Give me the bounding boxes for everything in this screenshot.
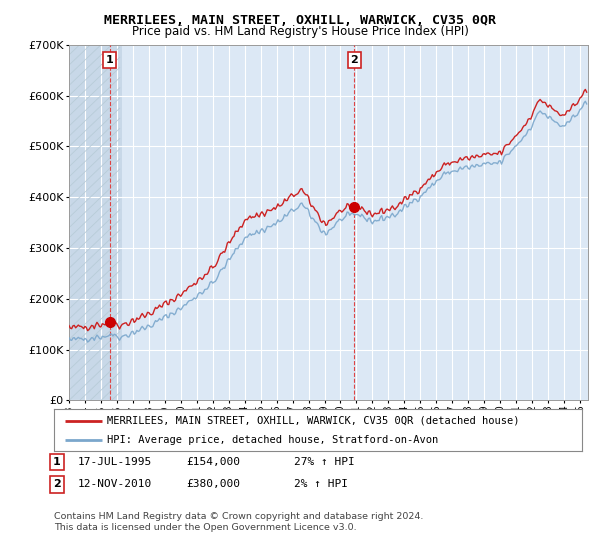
Text: £154,000: £154,000 — [186, 457, 240, 467]
Text: 1: 1 — [53, 457, 61, 467]
Text: MERRILEES, MAIN STREET, OXHILL, WARWICK, CV35 0QR: MERRILEES, MAIN STREET, OXHILL, WARWICK,… — [104, 14, 496, 27]
Text: £380,000: £380,000 — [186, 479, 240, 489]
Text: 2: 2 — [53, 479, 61, 489]
Text: 12-NOV-2010: 12-NOV-2010 — [78, 479, 152, 489]
Text: HPI: Average price, detached house, Stratford-on-Avon: HPI: Average price, detached house, Stra… — [107, 435, 438, 445]
Text: 17-JUL-1995: 17-JUL-1995 — [78, 457, 152, 467]
Text: 27% ↑ HPI: 27% ↑ HPI — [294, 457, 355, 467]
Text: 1: 1 — [106, 55, 113, 65]
Text: 2% ↑ HPI: 2% ↑ HPI — [294, 479, 348, 489]
Text: Contains HM Land Registry data © Crown copyright and database right 2024.
This d: Contains HM Land Registry data © Crown c… — [54, 512, 424, 532]
Text: MERRILEES, MAIN STREET, OXHILL, WARWICK, CV35 0QR (detached house): MERRILEES, MAIN STREET, OXHILL, WARWICK,… — [107, 416, 519, 426]
Text: 2: 2 — [350, 55, 358, 65]
Text: Price paid vs. HM Land Registry's House Price Index (HPI): Price paid vs. HM Land Registry's House … — [131, 25, 469, 38]
